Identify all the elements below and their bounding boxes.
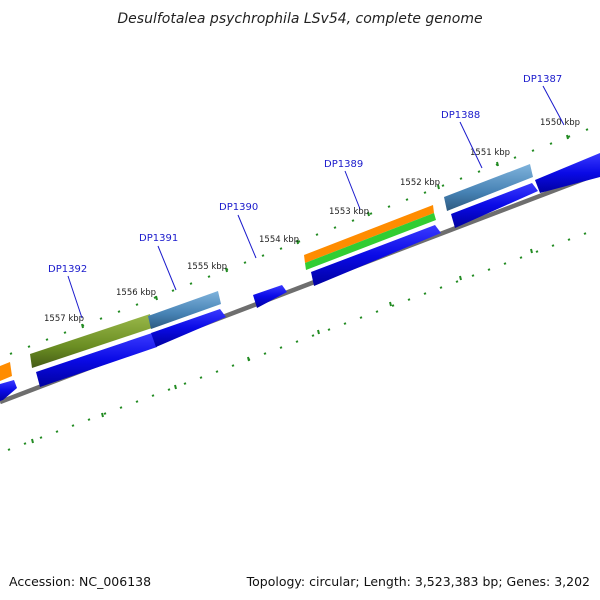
kbp-label-1553: 1553 kbp [329,207,369,217]
gene-label-dp1387[interactable]: DP1387 [523,74,562,85]
kbp-label-1557: 1557 kbp [44,314,84,324]
kbp-label-1555: 1555 kbp [187,262,227,272]
kbp-label-1550: 1550 kbp [540,118,580,128]
gene-label-links [67,85,565,319]
cds-arrow-dp1392[interactable] [36,333,157,387]
gene-label-dp1388[interactable]: DP1388 [441,110,480,121]
steelblue-feature-dp1388[interactable] [444,164,533,211]
orange-feature-left-edge[interactable] [0,362,12,381]
gene-label-dp1391[interactable]: DP1391 [139,233,178,244]
orange-feature-dp1389[interactable] [304,205,434,263]
kbp-label-1556: 1556 kbp [116,288,156,298]
cds-arrow-dp1389[interactable] [311,225,441,286]
cds-arrow-dp1391[interactable] [151,309,226,347]
kbp-label-1551: 1551 kbp [470,148,510,158]
outer-major-ticks [81,134,569,329]
gene-label-dp1390[interactable]: DP1390 [219,202,258,213]
cds-arrow-dp1390[interactable] [253,285,287,308]
gene-label-dp1389[interactable]: DP1389 [324,159,363,170]
gene-label-dp1392[interactable]: DP1392 [48,264,87,275]
kbp-label-1552: 1552 kbp [400,178,440,188]
cds-arrow-dp1387[interactable] [535,153,600,193]
green-feature-dp1389[interactable] [305,213,436,270]
map-title: Desulfotalea psychrophila LSv54, complet… [117,11,482,27]
inner-tick-ring [7,232,587,451]
kbp-label-1554: 1554 kbp [259,235,299,245]
cds-arrow-left-edge[interactable] [0,380,17,401]
steelblue-feature-dp1391[interactable] [148,291,221,329]
accession-text: Accession: NC_006138 [9,574,152,589]
cds-arrow-dp1388[interactable] [451,183,538,228]
olive-feature-dp1392[interactable] [30,314,152,368]
inner-major-ticks [31,248,533,444]
genome-summary-text: Topology: circular; Length: 3,523,383 bp… [246,574,590,589]
